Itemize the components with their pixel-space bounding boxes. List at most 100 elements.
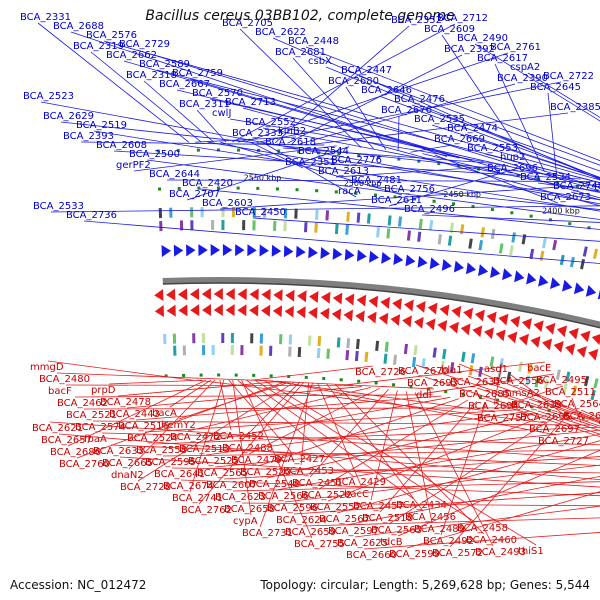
gene-leader-line — [415, 364, 600, 427]
feature-block — [345, 224, 349, 235]
gene-label-top: gerPF2 — [116, 160, 151, 171]
gene-label-bottom: BCA_2755 — [294, 539, 345, 550]
feature-block — [478, 240, 484, 251]
gene-label-bottom: BCA_2574 — [75, 422, 126, 433]
forward-gene-arrow — [235, 244, 245, 257]
reverse-gene-arrow — [202, 304, 212, 317]
tick-mark — [339, 378, 343, 382]
gene-leader-line — [83, 220, 600, 264]
gene-leader-line — [137, 381, 296, 482]
tick-mark — [337, 152, 341, 156]
gene-leader-line — [277, 380, 557, 436]
gene-leader-line — [219, 141, 403, 196]
gene-leader-line — [467, 375, 600, 423]
feature-block — [582, 246, 588, 257]
gene-leader-line — [344, 361, 546, 386]
gene-leader-line — [166, 179, 593, 182]
feature-block — [525, 375, 531, 386]
gene-label-bottom: BCA_2685 — [459, 389, 510, 400]
gene-label-top: BCA_2662 — [106, 50, 157, 61]
gene-leader-line — [90, 51, 202, 143]
feature-block — [376, 227, 381, 238]
gene-leader-line — [397, 115, 400, 151]
reverse-gene-arrow — [308, 306, 318, 319]
reverse-gene-arrow — [261, 304, 271, 317]
tick-mark — [510, 211, 514, 215]
gene-label-bottom: BCA_2741 — [172, 493, 223, 504]
gene-leader-line — [219, 184, 600, 210]
gene-label-bottom: BCA_2513 — [179, 444, 230, 455]
gene-leader-line — [305, 46, 600, 162]
gene-label-top: BCA_2318 — [126, 70, 177, 81]
gene-label-top: BCA_2490 — [457, 33, 508, 44]
gene-leader-line — [144, 409, 521, 433]
reverse-gene-arrow — [213, 288, 223, 301]
feature-block — [346, 211, 350, 222]
tick-mark — [461, 392, 465, 396]
gene-leader-line — [378, 95, 600, 178]
gene-label-top: BCA_2696 — [487, 163, 538, 174]
gene-label-top: hup2 — [500, 152, 525, 163]
reverse-gene-arrow — [591, 334, 600, 346]
gene-label-bottom: BCA_2518 — [362, 513, 413, 524]
gene-leader-line — [318, 399, 469, 490]
feature-block — [418, 218, 423, 229]
gene-leader-line — [440, 402, 486, 536]
gene-label-top: BCA_2393 — [63, 131, 114, 142]
gene-label-top: BCA_2311 — [179, 99, 230, 110]
reverse-gene-arrow — [449, 321, 459, 334]
gene-leader-line — [272, 37, 600, 181]
gene-label-bottom: BCA_2638 — [511, 400, 562, 411]
gene-label-top: BCA_2534 — [520, 172, 571, 183]
feature-block — [429, 219, 434, 231]
gene-leader-line — [299, 83, 516, 145]
gene-label-top: BCA_2603 — [202, 198, 253, 209]
gene-leader-line — [76, 381, 287, 459]
gene-label-bottom: BCA_2693 — [407, 378, 458, 389]
tick-mark — [237, 148, 241, 152]
forward-gene-arrow — [296, 245, 306, 258]
tick-mark — [297, 150, 301, 154]
tick-mark — [182, 373, 186, 377]
forward-gene-arrow — [502, 268, 513, 281]
gene-label-bottom: BCA_2558 — [136, 445, 187, 456]
reverse-gene-arrow — [201, 288, 211, 301]
gene-leader-line — [293, 492, 600, 515]
gene-label-bottom: BCA_2697 — [529, 424, 580, 435]
gene-leader-line — [128, 379, 216, 470]
gene-leader-line — [268, 380, 496, 413]
gene-label-top: BCA_2319 — [73, 41, 124, 52]
feature-block — [529, 248, 535, 260]
gene-label-top: BCA_2390 — [497, 73, 548, 84]
gene-label-bottom: BCA_2726 — [355, 367, 406, 378]
tick-mark — [357, 379, 361, 383]
tick-mark — [478, 395, 482, 399]
reverse-gene-arrow — [154, 288, 164, 301]
gene-leader-line — [527, 72, 600, 118]
gene-leader-line — [423, 373, 555, 394]
gene-leader-line — [336, 440, 600, 514]
gene-label-bottom: BCA_2563 — [371, 525, 422, 536]
gene-label-bottom: thiS1 — [518, 546, 544, 557]
gene-label-top: BCA_2613 — [318, 166, 369, 177]
kbp-tick-label: 2450 kbp — [443, 190, 481, 199]
feature-block — [565, 371, 571, 382]
forward-gene-arrow — [369, 250, 379, 263]
gene-leader-line — [345, 475, 600, 526]
forward-gene-arrow — [247, 244, 257, 257]
gene-label-bottom: prpD — [91, 385, 116, 396]
gene-leader-line — [302, 517, 600, 527]
forward-gene-arrow — [161, 245, 172, 258]
reverse-gene-arrow — [556, 325, 568, 338]
gene-label-bottom: BCA_2596 — [267, 503, 318, 514]
feature-block — [437, 234, 442, 245]
gene-label-bottom: bla1 — [441, 365, 463, 376]
tick-mark — [568, 222, 572, 226]
gene-leader-line — [345, 86, 387, 150]
reverse-gene-arrow — [237, 304, 247, 317]
feature-block — [356, 212, 361, 223]
topology-summary: Topology: circular; Length: 5,269,628 bp… — [260, 578, 590, 592]
tick-mark — [581, 416, 585, 420]
tick-mark — [199, 373, 203, 377]
gene-leader-line — [397, 449, 600, 537]
